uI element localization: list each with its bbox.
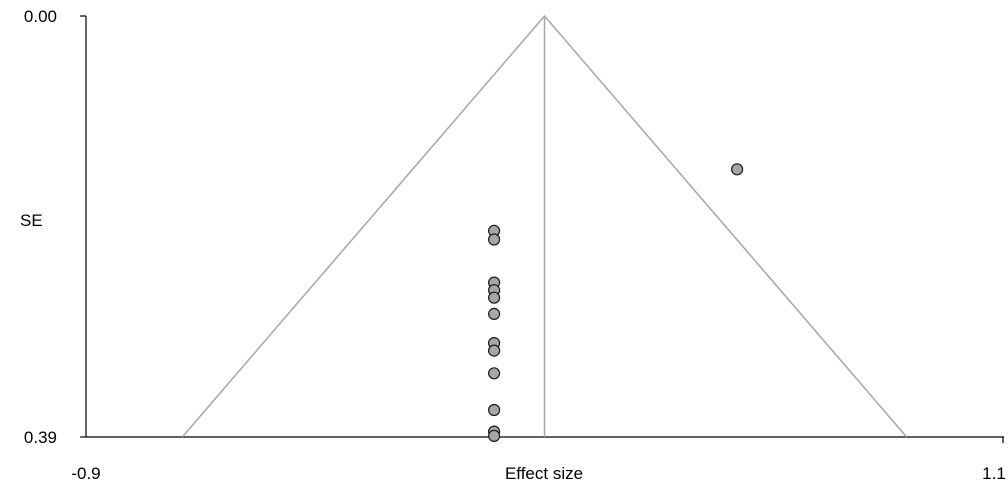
x-tick-label-left: -0.9 xyxy=(71,464,100,483)
x-tick-label-right: 1.1 xyxy=(982,464,1006,483)
data-point xyxy=(730,163,744,176)
data-point xyxy=(488,344,501,357)
y-tick-label-top: 0.00 xyxy=(24,7,57,26)
data-point xyxy=(488,429,501,442)
data-point xyxy=(488,233,501,246)
data-point xyxy=(488,367,501,380)
y-tick-label-bottom: 0.39 xyxy=(24,428,57,447)
y-axis-title: SE xyxy=(20,211,43,230)
data-points xyxy=(488,163,744,442)
data-point xyxy=(488,291,501,304)
x-axis-title: Effect size xyxy=(505,464,583,483)
data-point xyxy=(488,403,501,417)
data-point xyxy=(488,307,501,320)
